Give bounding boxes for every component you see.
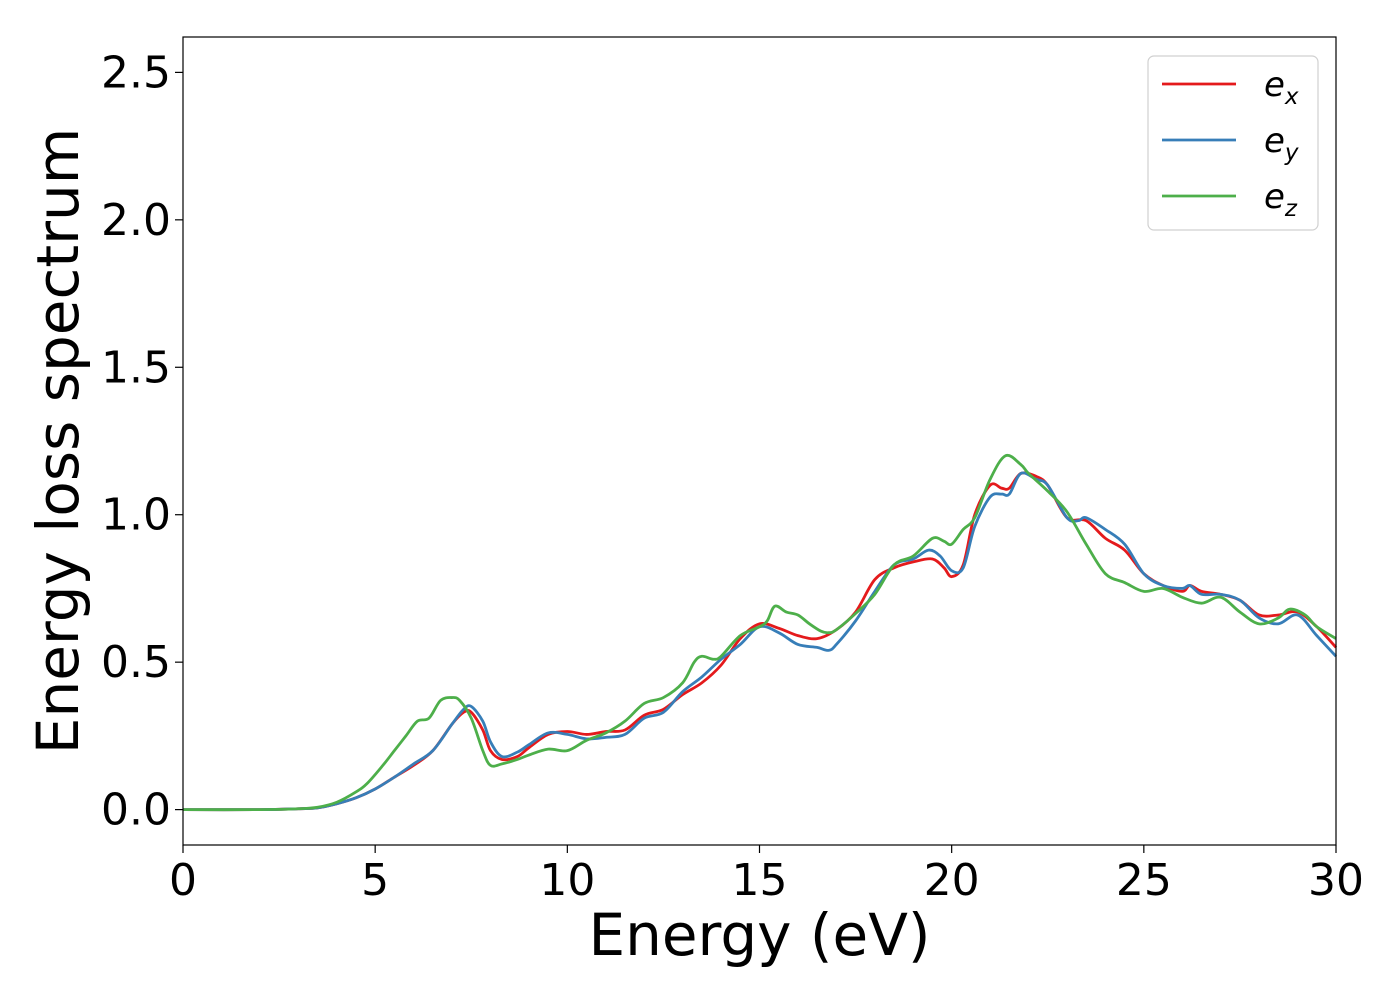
- y-axis-ticks: 0.0 0.5 1.0 1.5 2.0 2.5: [101, 47, 183, 836]
- x-tick-label: 20: [924, 855, 980, 906]
- series-line-y: [182, 471, 1338, 812]
- legend-label-base: e: [1264, 121, 1285, 161]
- series-line-z: [182, 453, 1337, 812]
- x-tick-label: 5: [361, 855, 389, 906]
- legend-label-z: ez: [1264, 177, 1298, 222]
- y-tick-label: 2.5: [101, 47, 171, 98]
- x-tick-label: 15: [732, 855, 788, 906]
- legend-label-x: ex: [1264, 65, 1299, 110]
- legend-label-subscript: x: [1284, 84, 1299, 110]
- y-tick-label: 1.0: [101, 490, 171, 541]
- legend-label-subscript: y: [1284, 140, 1299, 166]
- y-tick-label: 2.0: [101, 195, 171, 246]
- x-tick-label: 30: [1308, 855, 1364, 906]
- y-tick-label: 1.5: [101, 342, 171, 393]
- y-axis-title: Energy loss spectrum: [24, 128, 92, 754]
- legend-label-subscript: z: [1284, 196, 1298, 222]
- legend-box: [1147, 55, 1319, 231]
- x-axis-ticks: 0 5 10 15 20 25 30: [169, 845, 1364, 906]
- legend-label-y: ey: [1264, 121, 1299, 166]
- legend-label-base: e: [1264, 177, 1285, 217]
- plot-lines: [182, 453, 1338, 812]
- x-axis-title: Energy (eV): [588, 901, 930, 969]
- x-tick-label: 10: [539, 855, 595, 906]
- x-tick-label: 0: [169, 855, 197, 906]
- x-tick-label: 25: [1116, 855, 1172, 906]
- y-tick-label: 0.0: [101, 785, 171, 836]
- legend-label-base: e: [1264, 65, 1285, 105]
- y-tick-label: 0.5: [101, 637, 171, 688]
